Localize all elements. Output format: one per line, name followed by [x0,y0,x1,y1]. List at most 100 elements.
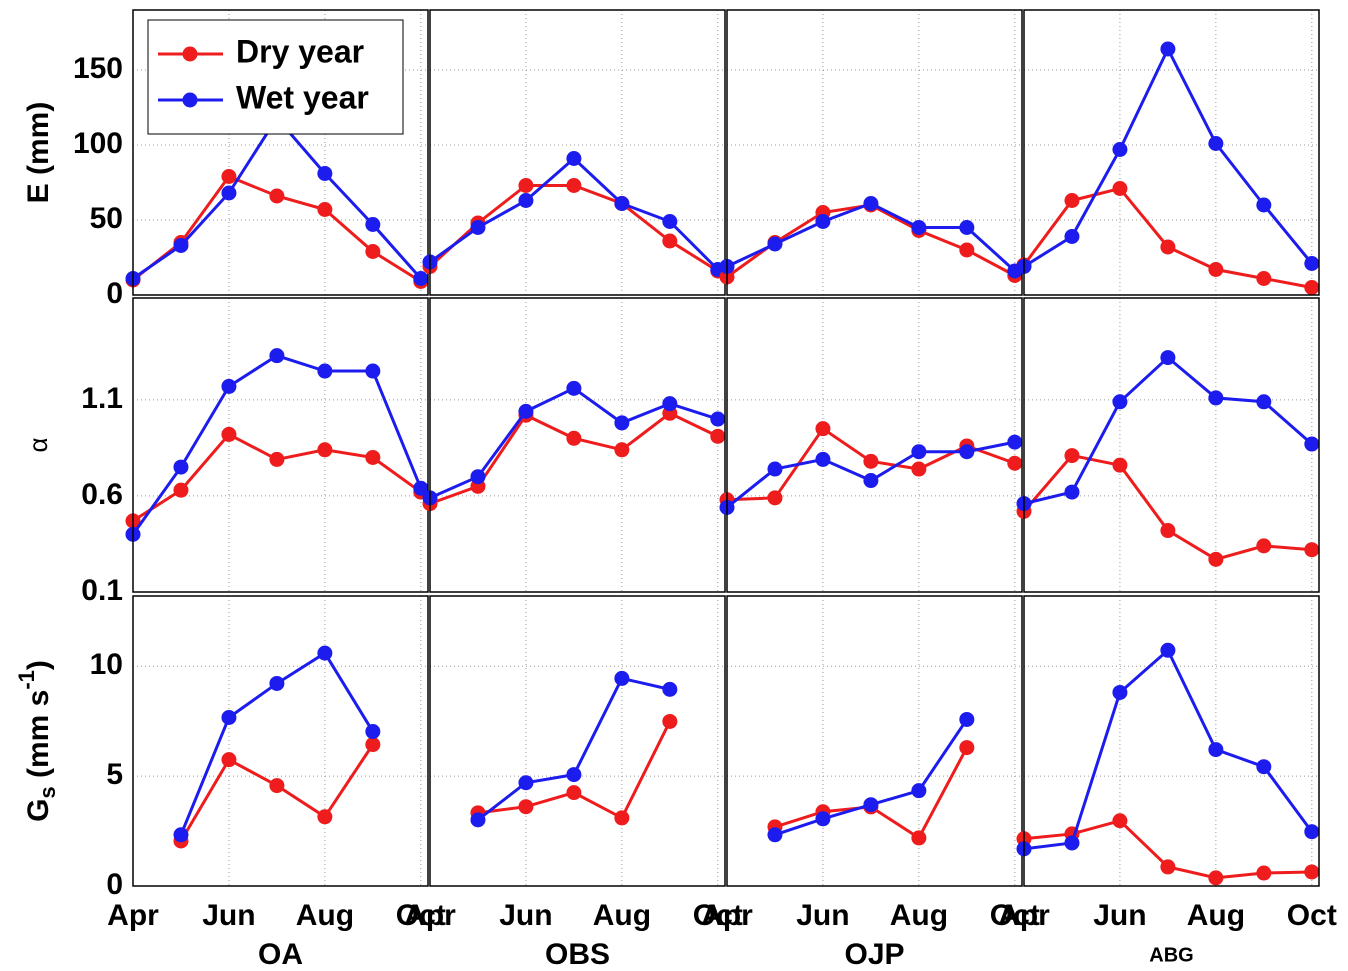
y-tick-label: 10 [90,648,123,681]
data-point [911,220,927,235]
data-point [413,480,429,496]
data-point [959,220,975,235]
y-axis-label: α [23,437,53,452]
data-point [1112,394,1128,410]
y-axis-label: Gs (mm s-1) [14,660,60,822]
legend-box [147,19,404,135]
series-line [1023,647,1314,851]
data-point [815,214,831,229]
panel: Apr Jun Aug Oct ABG [998,595,1337,966]
data-point [470,469,486,485]
data-point [365,217,381,232]
data-point [911,830,927,846]
data-point [1112,684,1128,700]
data-point [365,449,381,465]
data-point [1304,436,1320,452]
data-point [767,490,783,506]
panel: 0 50 100 150 E (mm) Dry year Wet year [22,9,429,310]
x-axis-label: OJP [844,938,904,971]
y-tick-label: 5 [106,758,123,791]
data-point [614,442,630,458]
data-point [911,783,927,799]
data-point [1304,864,1320,880]
data-point [767,827,783,843]
x-tick-label: Oct [693,899,743,932]
data-point [1160,239,1176,255]
plot-frame [726,595,1023,887]
data-point [566,767,582,783]
x-tick-label: Jun [1093,899,1146,932]
legend-marker [182,92,198,108]
panel: Apr Jun Aug Oct OJP [701,595,1040,971]
data-point [317,363,333,379]
data-point [1256,538,1272,554]
data-point [863,196,879,211]
data-point [566,430,582,446]
data-point [911,444,927,460]
data-point [1304,280,1320,295]
data-point [1304,824,1320,840]
data-point [317,809,333,825]
data-point [365,244,381,259]
series-line [132,432,422,523]
data-point [317,202,333,217]
data-point [662,681,678,697]
data-point [1112,142,1128,157]
data-point [269,675,285,691]
data-point [662,396,678,412]
data-point [1112,457,1128,473]
data-point [1208,390,1224,406]
x-axis-label: ABG [1149,944,1193,966]
data-point [1208,136,1224,151]
data-point [317,645,333,661]
data-point [221,752,237,768]
data-point [518,775,534,791]
data-point [815,451,831,467]
data-point [767,236,783,252]
data-point [221,185,237,201]
panel [1016,9,1320,296]
plot-frame [429,595,726,887]
data-point [566,151,582,166]
data-point [317,166,333,181]
data-point [1064,448,1080,464]
data-point [1112,181,1128,196]
x-tick-label: Aug [890,899,948,932]
data-point [710,428,726,444]
x-tick-label: Oct [1287,899,1337,932]
plot-frame [726,297,1023,593]
data-point [1064,484,1080,500]
data-point [365,724,381,740]
panel [422,297,726,593]
plot-frame [132,9,429,296]
data-point [221,426,237,442]
legend-marker [182,46,198,62]
plot-frame [429,297,726,593]
data-point [863,473,879,489]
data-point [614,810,630,826]
y-tick-label: 0.1 [81,574,123,607]
x-axis-label: OA [258,938,303,971]
data-point [959,444,975,460]
data-point [470,220,486,235]
y-tick-label: 100 [73,127,123,160]
data-point [959,242,975,258]
data-point [1208,551,1224,567]
y-tick-label: 150 [73,52,123,85]
plot-frame [132,595,429,887]
data-point [1256,197,1272,213]
data-point [662,214,678,229]
data-point [566,380,582,396]
x-tick-label: Jun [202,899,255,932]
panel: Apr Jun Aug Oct OBS [404,595,743,971]
data-point [173,482,189,498]
y-tick-label: 0 [106,277,123,310]
data-point [863,453,879,469]
x-tick-label: Apr [107,899,159,932]
plot-frame [429,9,726,296]
data-point [1208,742,1224,758]
data-point [1256,271,1272,286]
data-point [959,740,975,756]
data-point [1304,542,1320,558]
legend-label: Dry year [236,33,364,69]
